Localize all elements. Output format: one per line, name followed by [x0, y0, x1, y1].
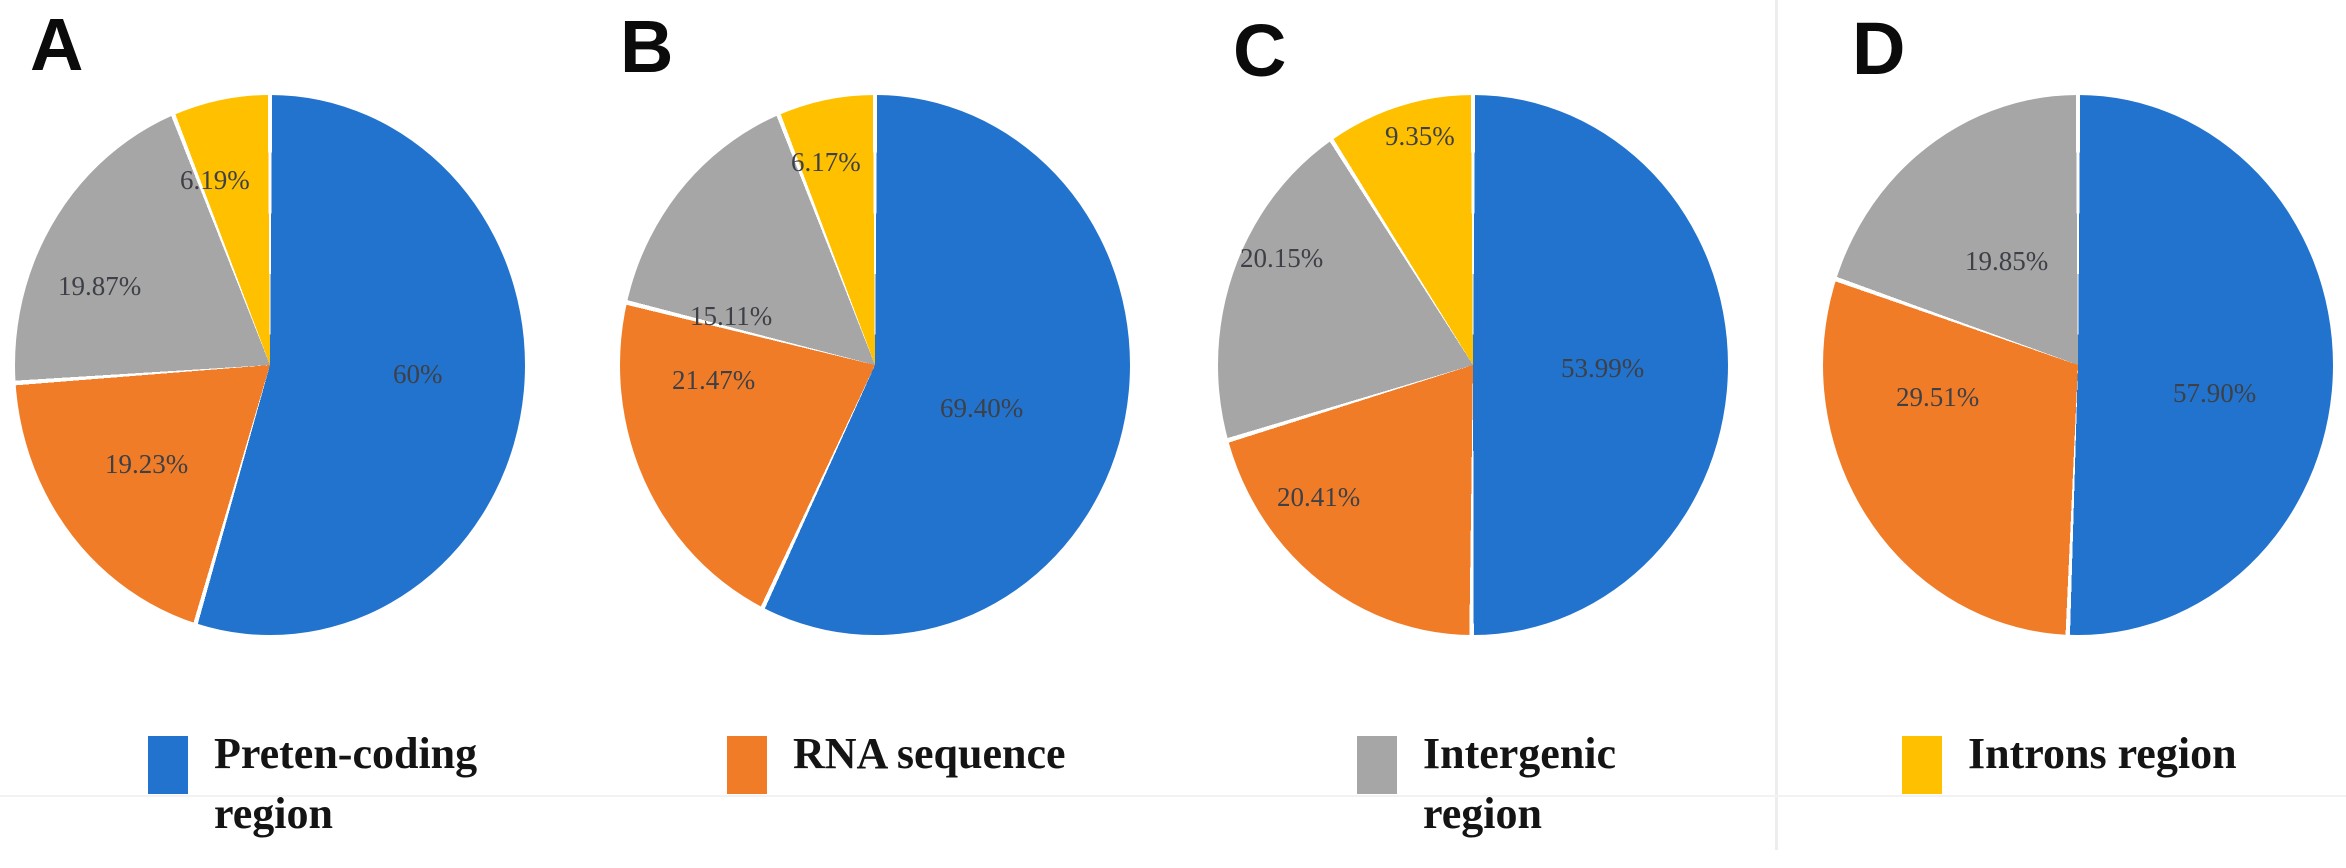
legend-item-intergenic: Intergenic region	[1357, 724, 1673, 844]
slice-label-yellow: 6.19%	[180, 165, 250, 195]
pie-chart-c	[1218, 94, 1728, 636]
panel-letter-d: D	[1852, 7, 1906, 90]
legend-swatch-gray	[1357, 736, 1397, 794]
legend-item-rna-sequence: RNA sequence	[727, 724, 1223, 794]
legend-swatch-orange	[727, 736, 767, 794]
panel-letter-c: C	[1233, 9, 1287, 92]
slice-label-blue: 57.90%	[2173, 378, 2257, 408]
pie-panel-d: D 57.90% 29.51% 19.85%	[1760, 0, 2346, 868]
slice-label-blue: 60%	[393, 359, 443, 389]
legend-label: Introns region	[1968, 729, 2237, 778]
slice-label-orange: 19.23%	[105, 449, 189, 479]
slice-label-yellow: 9.35%	[1385, 121, 1455, 151]
legend-item-preten-coding: Preten-coding region	[148, 724, 504, 844]
legend-swatch-blue	[148, 736, 188, 794]
legend-swatch-yellow	[1902, 736, 1942, 794]
pie-chart-b	[620, 94, 1130, 636]
slice-label-blue: 53.99%	[1561, 353, 1645, 383]
slice-label-gray: 15.11%	[690, 301, 773, 331]
slice-label-yellow: 6.17%	[791, 147, 861, 177]
pie-panel-c: C 53.99% 20.41% 20.15% 9.35%	[1173, 0, 1759, 868]
slice-label-gray: 20.15%	[1240, 243, 1324, 273]
pie-panel-a: A 60% 19.23% 19.87% 6.19%	[0, 0, 586, 868]
slice-label-orange: 20.41%	[1277, 482, 1361, 512]
panel-divider-line	[1775, 0, 1778, 850]
panel-letter-b: B	[620, 5, 674, 88]
slice-label-blue: 69.40%	[940, 393, 1024, 423]
pie-chart-d	[1823, 94, 2333, 636]
panel-letter-a: A	[30, 3, 84, 86]
legend-label: RNA sequence	[793, 729, 1066, 778]
slice-label-gray: 19.85%	[1965, 246, 2049, 276]
faint-horizontal-line	[0, 795, 2346, 797]
legend-label: Intergenic region	[1423, 729, 1617, 838]
legend-label: Preten-coding region	[214, 729, 478, 838]
slice-label-orange: 29.51%	[1896, 382, 1980, 412]
legend-item-introns: Introns region	[1902, 724, 2346, 794]
slice-label-gray: 19.87%	[58, 271, 142, 301]
slice-label-orange: 21.47%	[672, 365, 756, 395]
pie-panel-b: B 69.40% 21.47% 15.11% 6.17%	[586, 0, 1172, 868]
pie-chart-a	[15, 94, 525, 636]
